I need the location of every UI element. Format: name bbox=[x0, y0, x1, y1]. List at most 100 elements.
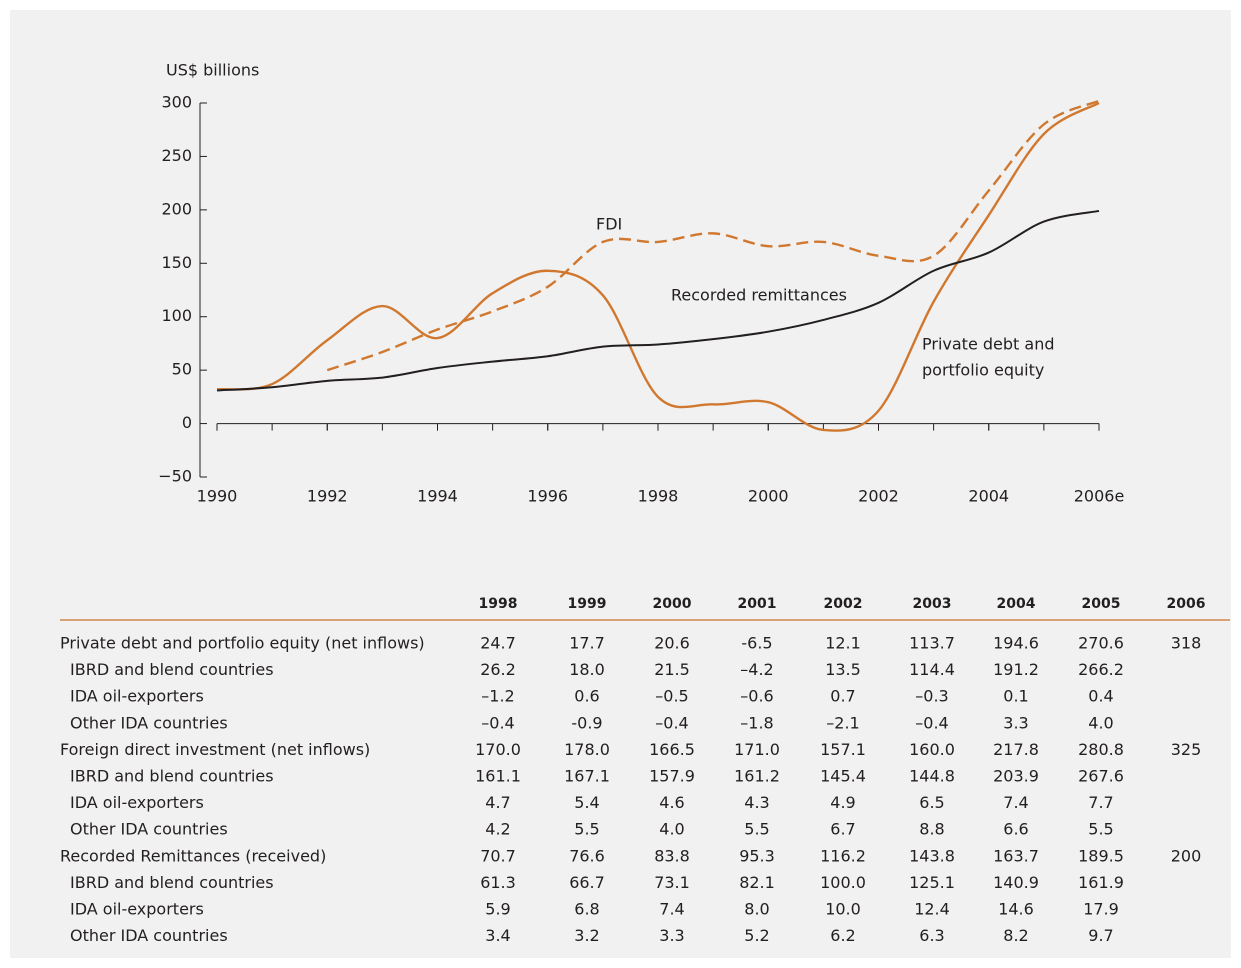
cell: 95.3 bbox=[739, 846, 775, 865]
x-tick-label: 1992 bbox=[307, 487, 348, 506]
cell: –0.6 bbox=[740, 687, 773, 706]
cell: 14.6 bbox=[998, 900, 1034, 919]
cell: 3.3 bbox=[659, 926, 684, 945]
cell: 7.7 bbox=[1088, 793, 1113, 812]
cell: 7.4 bbox=[1003, 793, 1028, 812]
y-axis-label: US$ billions bbox=[166, 61, 259, 80]
cell: 0.6 bbox=[574, 687, 599, 706]
x-tick-label: 1998 bbox=[638, 487, 679, 506]
cell: 191.2 bbox=[993, 660, 1039, 679]
row-label: IBRD and blend countries bbox=[70, 767, 274, 786]
cell: 266.2 bbox=[1078, 660, 1124, 679]
cell: 3.2 bbox=[574, 926, 599, 945]
cell: 166.5 bbox=[649, 740, 695, 759]
cell: 178.0 bbox=[564, 740, 610, 759]
cell: 0.1 bbox=[1003, 687, 1028, 706]
x-tick-label: 2004 bbox=[968, 487, 1009, 506]
y-tick-label: 0 bbox=[182, 413, 192, 432]
cell: 6.6 bbox=[1003, 820, 1028, 839]
y-tick-label: −50 bbox=[158, 467, 192, 486]
cell: –0.4 bbox=[915, 713, 948, 732]
x-tick-label: 2006e bbox=[1074, 487, 1125, 506]
cell: 4.6 bbox=[659, 793, 684, 812]
series-label: Recorded remittances bbox=[671, 286, 847, 305]
cell: 17.9 bbox=[1083, 900, 1119, 919]
cell: 189.5 bbox=[1078, 846, 1124, 865]
table-header: 1998 bbox=[479, 596, 518, 612]
cell: 270.6 bbox=[1078, 634, 1124, 653]
cell: 113.7 bbox=[909, 634, 955, 653]
cell: -0.9 bbox=[571, 713, 602, 732]
table-header: 2006 bbox=[1167, 596, 1206, 612]
cell: 9.7 bbox=[1088, 926, 1113, 945]
cell: –1.2 bbox=[481, 687, 514, 706]
series-line bbox=[216, 209, 1100, 392]
cell: 217.8 bbox=[993, 740, 1039, 759]
cell: 157.1 bbox=[820, 740, 866, 759]
cell: 3.3 bbox=[1003, 713, 1028, 732]
cell: 83.8 bbox=[654, 846, 690, 865]
row-label: IDA oil-exporters bbox=[70, 793, 204, 812]
cell: 66.7 bbox=[569, 873, 605, 892]
cell: 167.1 bbox=[564, 767, 610, 786]
cell: 20.6 bbox=[654, 634, 690, 653]
cell: 5.9 bbox=[485, 900, 510, 919]
cell: 100.0 bbox=[820, 873, 866, 892]
row-label: IDA oil-exporters bbox=[70, 900, 204, 919]
cell: 12.1 bbox=[825, 634, 861, 653]
cell: 6.3 bbox=[919, 926, 944, 945]
cell: 163.7 bbox=[993, 846, 1039, 865]
cell: 0.7 bbox=[830, 687, 855, 706]
cell: 61.3 bbox=[480, 873, 516, 892]
table-header: 1999 bbox=[568, 596, 607, 612]
cell: 8.8 bbox=[919, 820, 944, 839]
cell: –0.3 bbox=[915, 687, 948, 706]
series-label: portfolio equity bbox=[922, 361, 1044, 380]
y-tick-label: 50 bbox=[172, 360, 192, 379]
cell: 13.5 bbox=[825, 660, 861, 679]
x-tick-label: 2002 bbox=[858, 487, 899, 506]
table-header: 2000 bbox=[653, 596, 692, 612]
cell: 157.9 bbox=[649, 767, 695, 786]
cell: 194.6 bbox=[993, 634, 1039, 653]
cell: 12.4 bbox=[914, 900, 950, 919]
row-label: Recorded Remittances (received) bbox=[60, 846, 326, 865]
panel bbox=[10, 10, 1231, 958]
cell: 140.9 bbox=[993, 873, 1039, 892]
y-tick-label: 200 bbox=[161, 199, 192, 218]
cell: 161.1 bbox=[475, 767, 521, 786]
x-tick-label: 1996 bbox=[527, 487, 568, 506]
cell: 171.0 bbox=[734, 740, 780, 759]
cell: 24.7 bbox=[480, 634, 516, 653]
cell: 267.6 bbox=[1078, 767, 1124, 786]
table-header: 2003 bbox=[913, 596, 952, 612]
cell: 160.0 bbox=[909, 740, 955, 759]
series-label: Private debt and bbox=[922, 335, 1054, 354]
cell: –0.4 bbox=[655, 713, 688, 732]
row-label: Other IDA countries bbox=[70, 713, 228, 732]
cell: 6.8 bbox=[574, 900, 599, 919]
cell: 8.2 bbox=[1003, 926, 1028, 945]
cell: –0.5 bbox=[655, 687, 688, 706]
cell: 4.7 bbox=[485, 793, 510, 812]
cell: 26.2 bbox=[480, 660, 516, 679]
cell: 318 bbox=[1171, 634, 1202, 653]
x-tick-label: 1990 bbox=[197, 487, 238, 506]
cell: 4.9 bbox=[830, 793, 855, 812]
x-tick-label: 2000 bbox=[748, 487, 789, 506]
cell: 145.4 bbox=[820, 767, 866, 786]
row-label: IDA oil-exporters bbox=[70, 687, 204, 706]
cell: 114.4 bbox=[909, 660, 955, 679]
series-label: FDI bbox=[596, 215, 622, 234]
cell: 125.1 bbox=[909, 873, 955, 892]
cell: 10.0 bbox=[825, 900, 861, 919]
table-header: 2002 bbox=[824, 596, 863, 612]
cell: 203.9 bbox=[993, 767, 1039, 786]
y-tick-label: 250 bbox=[161, 146, 192, 165]
cell: 21.5 bbox=[654, 660, 690, 679]
row-label: Private debt and portfolio equity (net i… bbox=[60, 634, 425, 653]
cell: 3.4 bbox=[485, 926, 510, 945]
cell: 161.2 bbox=[734, 767, 780, 786]
cell: 6.7 bbox=[830, 820, 855, 839]
